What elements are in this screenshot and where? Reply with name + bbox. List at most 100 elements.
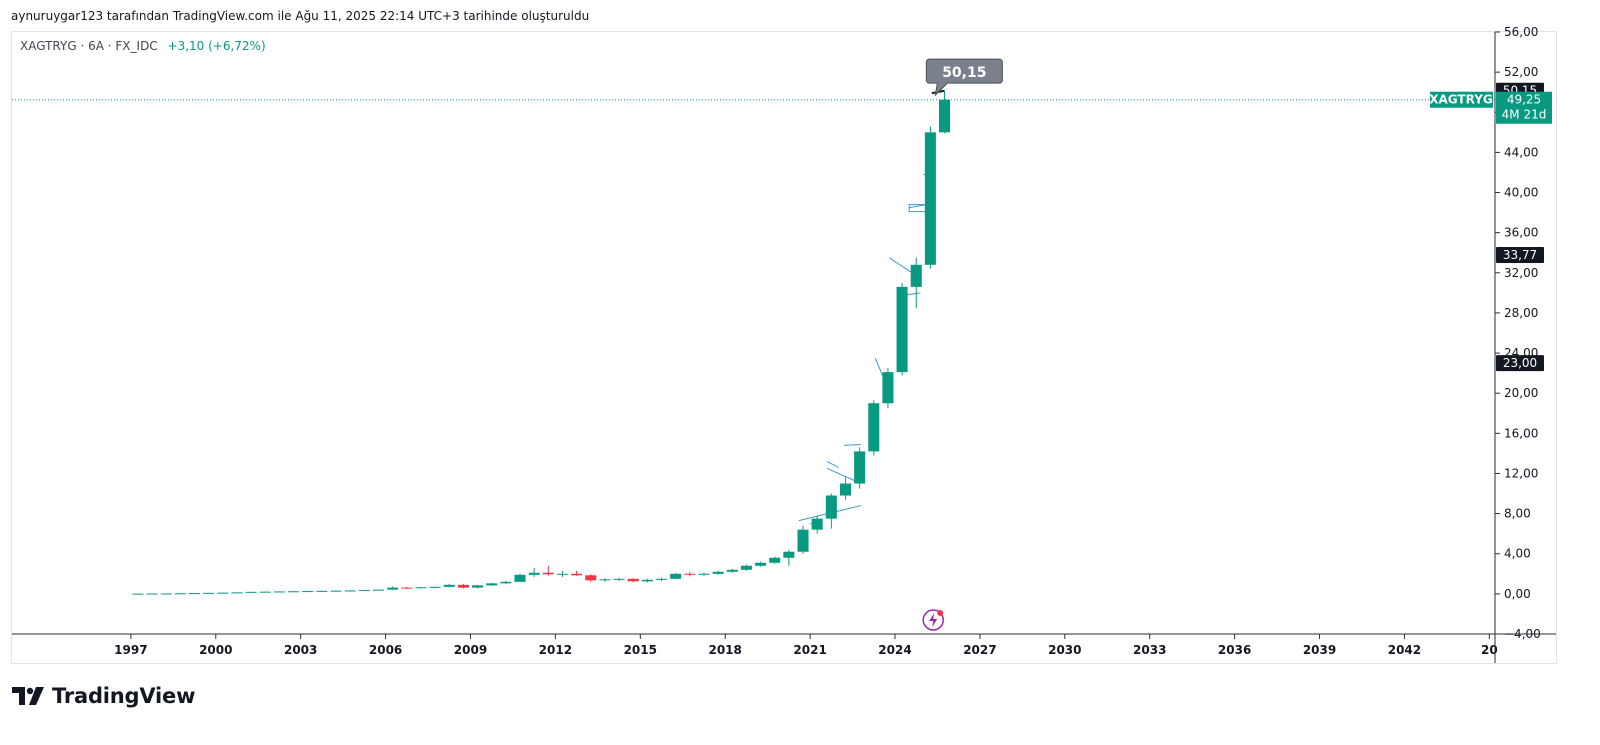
candle [656,577,668,581]
candle-body [769,557,781,563]
candle [189,593,201,595]
candle-body [740,565,752,570]
x-tick-label: 2003 [284,643,317,657]
candle-body [189,593,201,595]
candle-body [571,573,583,576]
candle-body [160,593,172,595]
y-tick-label: 40,00 [1504,186,1538,200]
tradingview-logo-icon [12,687,44,705]
y-tick-label: 12,00 [1504,466,1538,480]
candle-body [698,573,710,575]
y-tick-label: −4,00 [1504,627,1541,641]
x-tick-label: 2009 [454,643,487,657]
price-label-text: 23,00 [1503,356,1537,370]
candle [740,564,752,571]
candle [684,571,696,577]
price-label-bg [1496,355,1544,372]
price-label: 23,00 [1496,355,1544,372]
candle-body [302,591,314,593]
candle-body [684,573,696,575]
candle-body [457,584,469,588]
x-tick-label: 2012 [539,643,572,657]
price-labels: 50,1550,1550,0533,7723,00XAGTRYG49,254M … [925,58,1552,372]
candle-body [472,585,484,588]
candle-body [924,132,936,265]
candle [797,525,809,554]
candle-body [670,573,682,579]
candle [443,583,455,588]
candle [358,589,370,592]
y-tick-label: 4,00 [1504,547,1531,561]
candle-body [415,587,427,589]
candle [514,573,526,583]
x-tick-label: 2039 [1303,643,1336,657]
candle [528,567,540,577]
chart-legend[interactable]: XAGTRYG · 6A · FX_IDC +3,10 (+6,72%) [20,39,266,53]
candle-body [882,372,894,404]
price-label-bg [1496,247,1544,264]
candle [585,574,597,582]
y-tick-label: 8,00 [1504,507,1531,521]
candle [245,591,257,593]
candle [910,257,922,308]
candle-body [174,593,186,595]
candle [627,578,639,583]
price-label-text: 33,77 [1503,248,1537,262]
legend-change: +3,10 (+6,72%) [167,39,266,53]
chart-frame[interactable] [11,31,1557,664]
candle-body [245,591,257,593]
candle [939,90,951,134]
candle-body [401,587,413,589]
y-tick-label: 32,00 [1504,266,1538,280]
x-tick-label: 2006 [369,643,402,657]
candle [217,592,229,594]
y-tick-label: 16,00 [1504,426,1538,440]
y-tick-label: 36,00 [1504,226,1538,240]
candle [344,590,356,592]
candle [882,368,894,409]
candle-body [273,591,285,593]
candle-body [344,590,356,592]
trendline-drawing [889,257,913,274]
candle [811,515,823,534]
candle-body [203,592,215,594]
x-axis[interactable]: 1997 2000 2003 2006 2009 2012 2015 2018 2021 2024… [12,633,1556,657]
candle-body [854,451,866,484]
candle [372,589,385,591]
candle-body [429,586,441,588]
trendline-drawing [844,443,862,446]
candle [415,586,427,589]
candle [839,477,851,500]
candle [330,590,342,592]
candle [896,282,908,376]
candle-body [358,590,370,592]
candle-body [726,569,738,572]
candle [924,126,936,269]
price-callout: 50,15 [925,58,1003,97]
candle-body [797,529,809,552]
candle [401,586,413,589]
lightning-icon-bolt [929,613,938,627]
candle-body [316,590,328,592]
candle [429,586,441,588]
x-tick-label: 2036 [1218,643,1251,657]
price-tag-value: 49,25 [1507,93,1541,107]
lightning-icon[interactable] [922,609,944,631]
tradingview-branding[interactable]: TradingView [12,684,195,708]
trendline-drawing [906,292,921,296]
candle [316,590,328,592]
candle-body [231,592,243,594]
candle [259,591,271,593]
candle [302,590,314,593]
candle [783,549,795,566]
x-tick-label: 2027 [963,643,996,657]
candle [486,582,498,586]
y-tick-label: 52,00 [1504,65,1538,79]
candle-body [811,518,823,530]
candle [613,577,625,581]
candle-body [783,551,795,558]
candle [698,572,710,576]
symbol-tag-text: XAGTRYG [1429,93,1493,107]
callout-label: 50,15 [942,65,986,81]
